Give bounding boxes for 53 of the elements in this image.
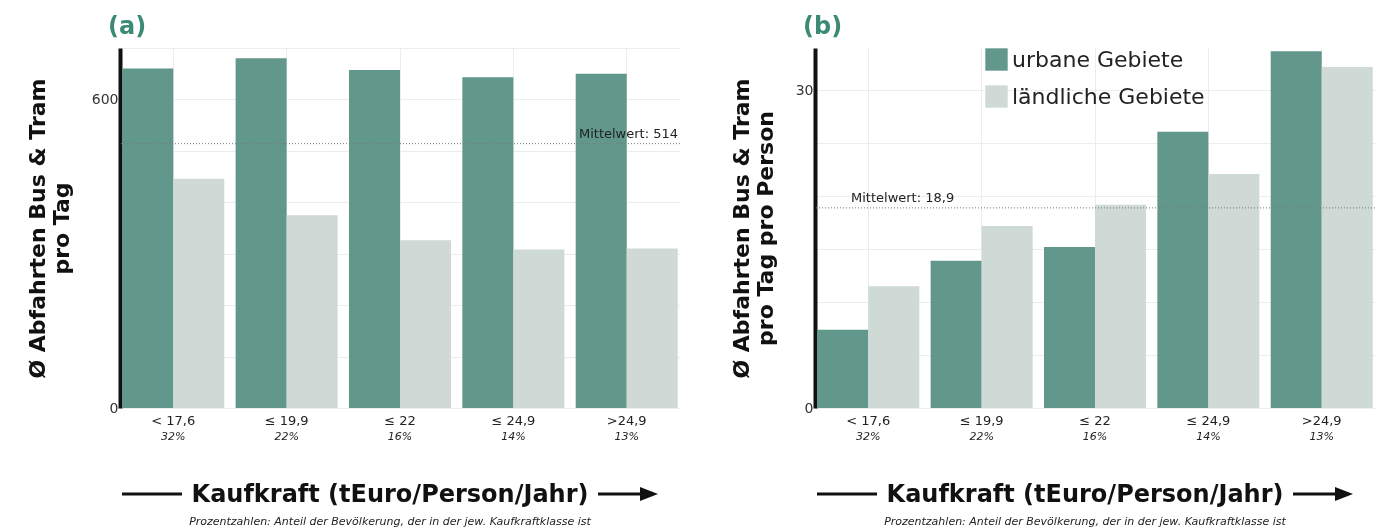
y-tick-label: 0 [804,399,814,416]
text: 14% [1196,430,1221,443]
text: 32% [161,430,186,443]
bar [1270,51,1322,408]
legend-label: urbane Gebiete [1012,46,1184,72]
bar [868,286,920,408]
chart-title: (a) [108,12,147,40]
text: 14% [501,430,526,443]
bar [1208,174,1260,408]
y-tick-label: 30 [795,81,814,98]
x-tick-label: ≤ 22 [1079,412,1111,428]
x-tick-label: ≤ 22 [384,412,416,428]
x-tick-label: ≤ 24,9 [491,412,536,428]
text: 13% [1309,430,1334,443]
x-tick-label: < 17,6 [846,412,891,428]
ref-line-label: Mittelwert: 18,9 [851,189,955,205]
bar [1157,131,1209,408]
chart-title: (b) [803,12,843,40]
text: 16% [1082,430,1108,443]
text: 32% [856,430,881,443]
bar [1095,204,1147,408]
x-tick-label: ≤ 19,9 [959,412,1004,428]
x-tick-label: < 17,6 [151,412,196,428]
y-axis-title: Ø Abfahrten Bus & Tram pro Tag pro Person [728,78,778,379]
x-axis-title: Kaufkraft (tEuro/Person/Jahr) [191,480,589,508]
x-axis-title: Kaufkraft (tEuro/Person/Jahr) [886,480,1284,508]
text: Prozentzahlen: Anteil der Bevölkerung, der in der jew. Kaufkraftklasse ist [188,515,592,528]
bar [348,70,400,408]
bar [400,240,452,408]
x-tick-label: ≤ 19,9 [264,412,309,428]
y-axis-title: Ø Abfahrten Bus & Tram pro Tag [24,78,74,379]
bar [513,249,565,408]
bar [1043,247,1095,408]
text: 22% [969,430,994,443]
bar [462,77,514,408]
bar [930,260,982,408]
bar [235,58,287,408]
text: 16% [387,430,413,443]
x-tick-label: >24,9 [606,412,647,428]
bar [817,329,869,408]
bar [626,248,678,408]
bar [1321,67,1373,408]
legend-label: ländliche Gebiete [1012,83,1205,109]
y-tick-label: 0 [109,399,119,416]
y-tick-label: 600 [91,90,119,107]
bar [173,178,225,408]
text: 22% [274,430,299,443]
bar [286,215,338,408]
text: Prozentzahlen: Anteil der Bevölkerung, der in der jew. Kaufkraftklasse ist [883,515,1287,528]
x-tick-label: ≤ 24,9 [1186,412,1231,428]
x-tick-label: >24,9 [1301,412,1342,428]
bar [981,225,1033,408]
text: 13% [614,430,639,443]
